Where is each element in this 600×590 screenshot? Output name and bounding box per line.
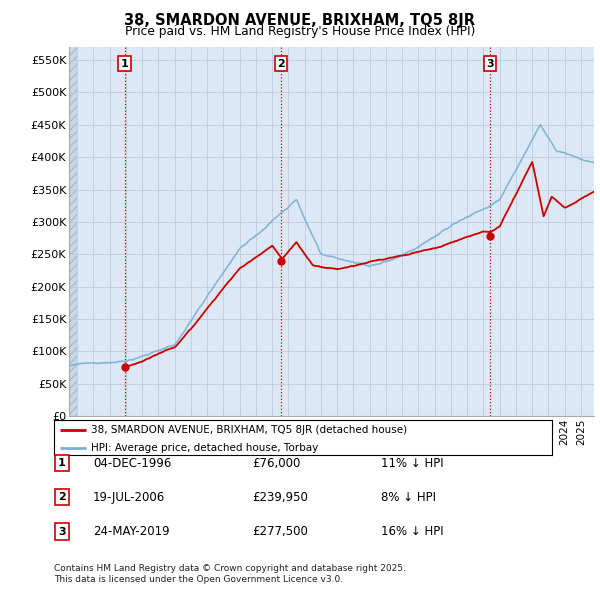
Text: 3: 3 — [58, 527, 65, 536]
Text: 19-JUL-2006: 19-JUL-2006 — [93, 491, 165, 504]
Text: 3: 3 — [486, 59, 494, 69]
Text: 11% ↓ HPI: 11% ↓ HPI — [381, 457, 443, 470]
Text: 1: 1 — [121, 59, 128, 69]
Text: £277,500: £277,500 — [252, 525, 308, 538]
Text: 16% ↓ HPI: 16% ↓ HPI — [381, 525, 443, 538]
Text: Price paid vs. HM Land Registry's House Price Index (HPI): Price paid vs. HM Land Registry's House … — [125, 25, 475, 38]
Text: 2: 2 — [277, 59, 285, 69]
Text: Contains HM Land Registry data © Crown copyright and database right 2025.: Contains HM Land Registry data © Crown c… — [54, 565, 406, 573]
Text: 24-MAY-2019: 24-MAY-2019 — [93, 525, 170, 538]
Text: £239,950: £239,950 — [252, 491, 308, 504]
Text: 38, SMARDON AVENUE, BRIXHAM, TQ5 8JR (detached house): 38, SMARDON AVENUE, BRIXHAM, TQ5 8JR (de… — [91, 425, 407, 435]
Text: 38, SMARDON AVENUE, BRIXHAM, TQ5 8JR: 38, SMARDON AVENUE, BRIXHAM, TQ5 8JR — [125, 13, 476, 28]
Text: HPI: Average price, detached house, Torbay: HPI: Average price, detached house, Torb… — [91, 442, 319, 453]
Text: 8% ↓ HPI: 8% ↓ HPI — [381, 491, 436, 504]
Text: 2: 2 — [58, 493, 65, 502]
Text: This data is licensed under the Open Government Licence v3.0.: This data is licensed under the Open Gov… — [54, 575, 343, 584]
Text: 04-DEC-1996: 04-DEC-1996 — [93, 457, 172, 470]
Text: £76,000: £76,000 — [252, 457, 301, 470]
Text: 1: 1 — [58, 458, 65, 468]
